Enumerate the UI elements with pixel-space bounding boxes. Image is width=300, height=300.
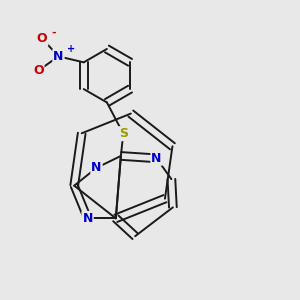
Text: O: O [33, 64, 44, 77]
Text: -: - [51, 28, 56, 38]
Text: S: S [119, 127, 128, 140]
Text: O: O [37, 32, 47, 45]
Text: N: N [91, 161, 102, 174]
Text: N: N [152, 152, 162, 165]
Text: N: N [82, 212, 93, 225]
Text: N: N [53, 50, 64, 63]
Text: +: + [67, 44, 75, 54]
